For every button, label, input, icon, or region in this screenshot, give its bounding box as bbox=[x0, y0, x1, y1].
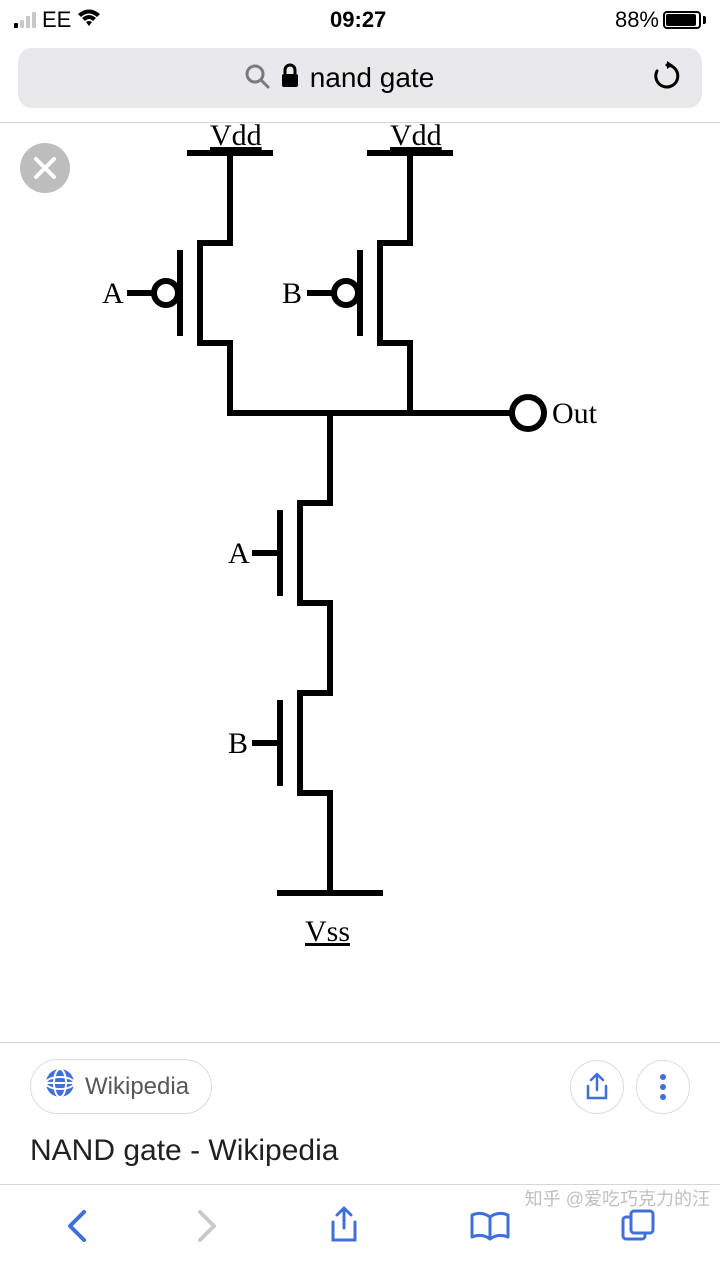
address-bar[interactable]: nand gate bbox=[18, 48, 702, 108]
label-b-top: B bbox=[282, 277, 302, 310]
content-area: Vdd Vdd A B Out A B Vss bbox=[0, 123, 720, 1043]
tabs-button[interactable] bbox=[620, 1208, 656, 1249]
label-vdd2: Vdd bbox=[390, 123, 442, 152]
status-time: 09:27 bbox=[101, 7, 615, 33]
page-title: NAND gate - Wikipedia bbox=[0, 1114, 720, 1185]
label-out: Out bbox=[552, 397, 598, 430]
source-label: Wikipedia bbox=[85, 1073, 189, 1101]
address-center: nand gate bbox=[38, 62, 640, 94]
label-a-top: A bbox=[102, 277, 124, 310]
lock-icon bbox=[280, 63, 300, 94]
status-right: 88% bbox=[615, 7, 706, 33]
label-b-bot: B bbox=[228, 727, 248, 760]
share-icon bbox=[328, 1206, 360, 1246]
status-bar: EE 09:27 88% bbox=[0, 0, 720, 40]
back-icon bbox=[64, 1208, 88, 1244]
reload-icon[interactable] bbox=[652, 61, 682, 96]
more-button[interactable] bbox=[636, 1060, 690, 1114]
address-text: nand gate bbox=[310, 62, 435, 94]
tabs-icon bbox=[620, 1208, 656, 1244]
fwd-icon bbox=[196, 1208, 220, 1244]
info-bar: Wikipedia bbox=[0, 1043, 720, 1114]
globe-icon bbox=[45, 1068, 75, 1105]
source-pill[interactable]: Wikipedia bbox=[30, 1059, 212, 1114]
signal-icon bbox=[14, 12, 36, 28]
close-button[interactable] bbox=[20, 143, 70, 193]
status-left: EE bbox=[14, 7, 101, 33]
label-a-mid: A bbox=[228, 537, 250, 570]
close-icon bbox=[33, 156, 57, 180]
forward-button bbox=[196, 1208, 220, 1249]
watermark: 知乎 @爱吃巧克力的汪 bbox=[525, 1185, 710, 1211]
bookmarks-button[interactable] bbox=[468, 1209, 512, 1248]
wifi-icon bbox=[77, 7, 101, 33]
battery-icon bbox=[663, 11, 706, 29]
label-vdd1: Vdd bbox=[210, 123, 262, 152]
share-button[interactable] bbox=[328, 1206, 360, 1251]
back-button[interactable] bbox=[64, 1208, 88, 1249]
share-result-button[interactable] bbox=[570, 1060, 624, 1114]
search-icon bbox=[244, 63, 270, 94]
book-icon bbox=[468, 1209, 512, 1243]
more-icon bbox=[659, 1073, 667, 1101]
share-icon bbox=[584, 1072, 610, 1102]
carrier-label: EE bbox=[42, 7, 71, 33]
label-vss: Vss bbox=[305, 915, 350, 948]
circuit-diagram: Vdd Vdd A B Out A B Vss bbox=[80, 123, 640, 983]
battery-pct: 88% bbox=[615, 7, 659, 33]
address-bar-wrap: nand gate bbox=[0, 40, 720, 123]
